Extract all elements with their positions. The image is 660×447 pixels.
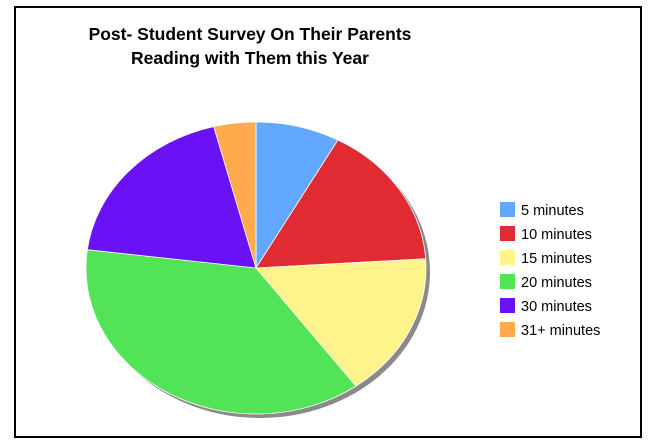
legend-swatch — [500, 202, 515, 217]
legend-label: 10 minutes — [521, 227, 592, 243]
pie-slice-20-minutes — [85, 249, 357, 415]
legend-label: 5 minutes — [521, 203, 584, 219]
legend-swatch — [500, 250, 515, 265]
legend-swatch — [500, 226, 515, 241]
legend-swatch — [500, 274, 515, 289]
pie-slices — [85, 121, 427, 415]
pie-slice-31-minutes — [213, 121, 257, 269]
pie-slice-10-minutes — [255, 139, 427, 269]
legend-label: 20 minutes — [521, 275, 592, 291]
pie-slice-15-minutes — [255, 258, 427, 387]
legend-label: 30 minutes — [521, 299, 592, 315]
chart-title: Post- Student Survey On Their Parents Re… — [60, 22, 440, 70]
chart-title-line-2: Reading with Them this Year — [131, 48, 369, 68]
legend-swatch — [500, 298, 515, 313]
legend-swatch — [500, 322, 515, 337]
pie-slice-30-minutes — [86, 126, 257, 269]
legend-label: 31+ minutes — [521, 323, 600, 339]
legend-label: 15 minutes — [521, 251, 592, 267]
chart-title-line-1: Post- Student Survey On Their Parents — [88, 24, 412, 44]
chart-legend: 5 minutes 10 minutes 15 minutes 20 minutes 3… — [500, 202, 600, 339]
